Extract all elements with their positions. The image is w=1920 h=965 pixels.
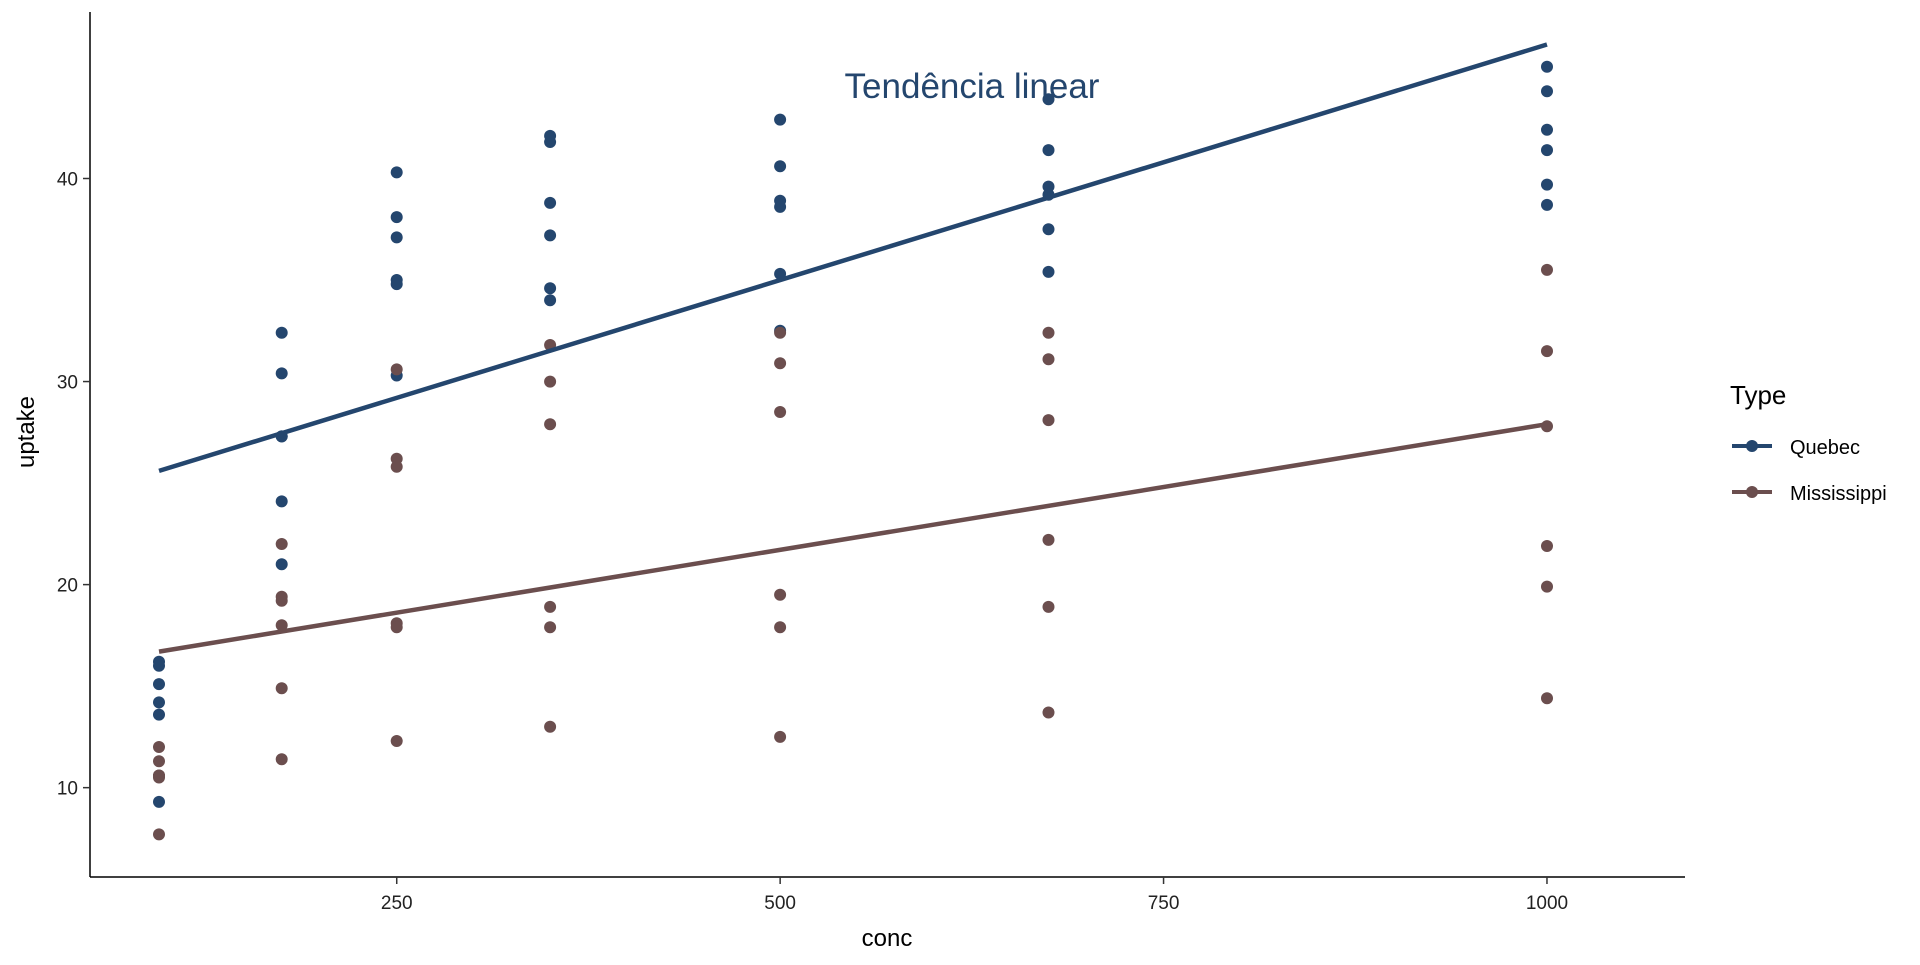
data-point [1042,223,1055,236]
data-point [544,294,557,307]
data-point [544,621,557,634]
data-point [1541,692,1553,705]
series-quebec [153,60,1553,808]
data-point [275,619,288,632]
data-point [1042,144,1055,157]
y-axis-label: uptake [13,396,40,468]
data-point [390,735,403,747]
data-point [390,621,403,634]
data-point [1541,198,1553,211]
legend-label: Quebec [1790,437,1860,459]
data-point [1042,414,1055,427]
data-point [275,326,288,339]
data-point [153,696,165,709]
data-point [1042,265,1055,278]
data-point [390,274,403,286]
data-point [774,406,787,418]
data-point [1541,263,1553,276]
data-point [1042,600,1055,613]
data-point [774,357,787,370]
legend-title: Type [1730,380,1786,410]
data-point [544,720,557,733]
data-point [275,367,288,380]
y-tick-label: 10 [57,779,78,800]
data-point [153,655,165,668]
data-point [544,129,557,142]
data-point [1541,85,1553,98]
data-point [544,600,557,613]
x-tick-label: 1000 [1526,893,1568,914]
data-point [153,708,165,721]
data-point [390,211,403,224]
data-point [275,753,288,766]
data-point [1042,353,1055,366]
data-point [774,588,787,601]
data-point [774,113,787,126]
x-tick-label: 500 [764,893,796,914]
legend-item-mississippi: Mississippi [1732,483,1887,505]
x-tick-label: 250 [381,893,413,914]
legend-item-quebec: Quebec [1732,437,1860,459]
data-point [1541,580,1553,593]
data-point [774,730,787,743]
trend-line [158,421,1548,654]
data-point [1042,533,1055,546]
data-point [153,795,165,808]
legend: Type Quebec Mississippi [1730,380,1887,505]
legend-key-point [1746,486,1758,498]
trend-line [158,42,1548,474]
data-point [153,678,165,691]
data-point [390,166,403,179]
legend-label: Mississippi [1790,483,1887,505]
data-point [774,160,787,173]
data-point [275,682,288,695]
x-tick-label: 750 [1148,893,1180,914]
data-point [544,196,557,209]
data-point [1541,178,1553,191]
data-point [390,231,403,244]
data-point [1042,180,1055,193]
x-axis-label: conc [862,925,913,952]
data-point [1541,123,1553,136]
data-point [774,326,787,339]
data-point [774,200,787,213]
data-point [153,769,165,782]
data-point [390,363,403,376]
data-point [1541,540,1553,552]
axes: 250 500 750 1000 10 20 30 40 [57,12,1685,914]
data-point [153,828,165,841]
data-point [1042,326,1055,339]
data-point [544,418,557,431]
data-point [390,460,403,473]
plot-area [153,42,1553,841]
data-point [774,621,787,634]
y-tick-label: 20 [57,576,78,597]
data-point [544,229,557,242]
data-point [275,538,288,550]
data-point [275,590,288,603]
y-tick-label: 40 [57,170,78,191]
data-point [1541,144,1553,157]
chart-annotation: Tendência linear [845,67,1100,106]
data-point [1042,706,1055,719]
y-tick-label: 30 [57,373,78,394]
data-point [544,375,557,388]
data-point [275,495,288,508]
data-point [153,755,165,768]
data-point [1541,345,1553,358]
data-point [1541,60,1553,73]
data-point [1042,93,1055,106]
data-point [275,558,288,571]
series-mississippi [153,263,1553,841]
data-point [153,741,165,753]
legend-key-point [1746,440,1758,452]
data-point [544,282,557,295]
